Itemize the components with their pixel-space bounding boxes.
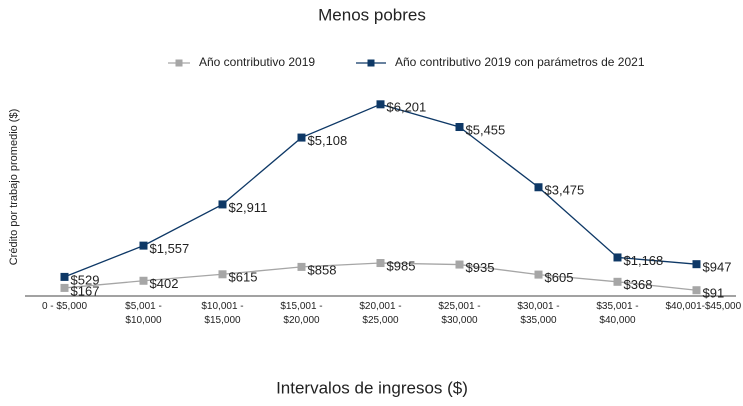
- data-label: $167: [71, 283, 100, 298]
- point-marker: [218, 270, 227, 279]
- legend-marker: [367, 59, 375, 67]
- point-marker: [60, 283, 69, 292]
- x-tick-label: $40,001-$45,000: [665, 301, 742, 312]
- x-tick-label: $20,001 - $25,000: [359, 301, 402, 326]
- data-label: $402: [150, 276, 179, 291]
- point-marker: [692, 286, 701, 295]
- data-label: $605: [545, 270, 574, 285]
- x-tick-label: $35,001 - $40,000: [596, 301, 639, 326]
- point-marker: [534, 270, 543, 279]
- data-label: $985: [387, 258, 416, 273]
- data-label: $3,475: [545, 183, 585, 198]
- data-label: $529: [71, 272, 100, 287]
- point-marker: [613, 277, 622, 286]
- legend-label: Año contributivo 2019: [199, 55, 315, 69]
- chart-title: Menos pobres: [318, 5, 426, 24]
- point-marker: [297, 133, 306, 142]
- data-label: $858: [308, 262, 337, 277]
- data-label: $1,168: [624, 253, 664, 268]
- data-label: $5,108: [308, 133, 348, 148]
- y-axis-title: Crédito por trabajo promedio ($): [8, 109, 20, 266]
- x-tick-label: $10,001 - $15,000: [201, 301, 244, 326]
- data-label: $368: [624, 277, 653, 292]
- legend-label: Año contributivo 2019 con parámetros de …: [395, 55, 645, 69]
- point-marker: [455, 260, 464, 269]
- point-marker: [455, 123, 464, 132]
- data-label: $6,201: [387, 100, 427, 115]
- point-marker: [613, 253, 622, 262]
- data-label: $2,911: [229, 200, 268, 215]
- point-marker: [60, 272, 69, 281]
- data-label: $615: [229, 270, 258, 285]
- legend-marker: [175, 59, 183, 67]
- point-marker: [139, 276, 148, 285]
- point-marker: [534, 183, 543, 192]
- x-axis-title: Intervalos de ingresos ($): [276, 378, 468, 397]
- point-marker: [297, 262, 306, 271]
- x-tick-label: 0 - $5,000: [41, 301, 88, 312]
- point-marker: [139, 241, 148, 250]
- point-marker: [376, 259, 385, 268]
- point-marker: [376, 100, 385, 109]
- point-marker: [692, 260, 701, 269]
- point-marker: [218, 200, 227, 209]
- x-tick-label: $30,001 - $35,000: [517, 301, 560, 326]
- x-tick-label: $25,001 - $30,000: [438, 301, 481, 326]
- x-tick-label: $5,001 - $10,000: [125, 301, 162, 326]
- x-tick-label: $15,001 - $20,000: [280, 301, 323, 326]
- data-label: $947: [703, 260, 732, 275]
- data-label: $935: [466, 260, 495, 275]
- data-label: $1,557: [150, 241, 190, 256]
- data-label: $5,455: [466, 122, 506, 137]
- data-label: $91: [703, 286, 725, 301]
